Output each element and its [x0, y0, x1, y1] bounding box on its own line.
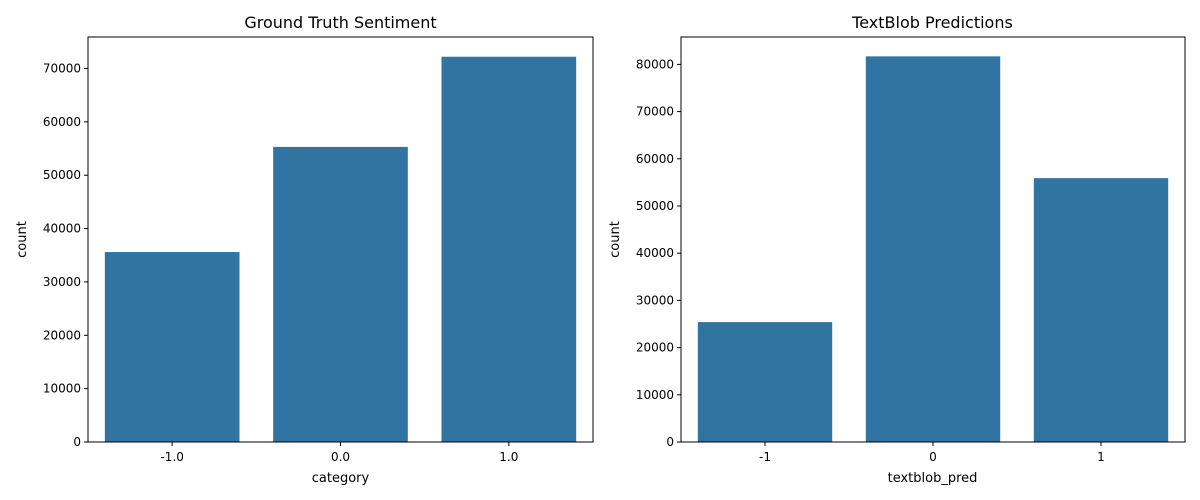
x-tick-label: 1: [1097, 450, 1105, 464]
y-tick-label: 20000: [636, 341, 674, 355]
y-tick-label: 10000: [43, 382, 81, 396]
chart-textblob: TextBlob Predictions textblob_pred count…: [608, 13, 1186, 486]
y-tick-label: 70000: [636, 105, 674, 119]
y-tick-label: 70000: [43, 61, 81, 75]
chart-title: Ground Truth Sentiment: [244, 13, 436, 32]
bar-1: [1033, 178, 1169, 443]
bar--1.0: [104, 252, 240, 442]
bar--1: [697, 322, 833, 442]
y-tick-label: 0: [73, 435, 81, 449]
y-tick-label: 30000: [43, 275, 81, 289]
chart-ground-truth: Ground Truth Sentiment category count -1…: [15, 13, 594, 486]
x-tick-label: 1.0: [499, 450, 518, 464]
y-tick-label: 10000: [636, 388, 674, 402]
y-tick-label: 50000: [636, 199, 674, 213]
x-axis-label: textblob_pred: [888, 471, 978, 486]
y-axis-label: count: [608, 221, 623, 258]
x-tick-label: -1: [759, 450, 771, 464]
x-tick-label: 0.0: [331, 450, 350, 464]
bar-0.0: [273, 146, 408, 442]
y-tick-label: 0: [666, 435, 674, 449]
y-tick-label: 60000: [636, 152, 674, 166]
y-tick-label: 30000: [636, 293, 674, 307]
y-tick-label: 80000: [636, 57, 674, 71]
x-tick-label: 0: [929, 450, 937, 464]
y-tick-label: 40000: [636, 246, 674, 260]
bar-0: [865, 56, 1001, 442]
y-tick-label: 40000: [43, 222, 81, 236]
plot-area: [697, 56, 1169, 443]
y-tick-label: 50000: [43, 168, 81, 182]
x-axis-label: category: [312, 471, 370, 486]
x-tick-label: -1.0: [160, 450, 183, 464]
y-tick-label: 20000: [43, 328, 81, 342]
bar-1.0: [441, 56, 577, 443]
y-axis-label: count: [15, 221, 30, 258]
plot-area: [104, 56, 577, 443]
y-tick-label: 60000: [43, 115, 81, 129]
chart-title: TextBlob Predictions: [851, 13, 1013, 32]
